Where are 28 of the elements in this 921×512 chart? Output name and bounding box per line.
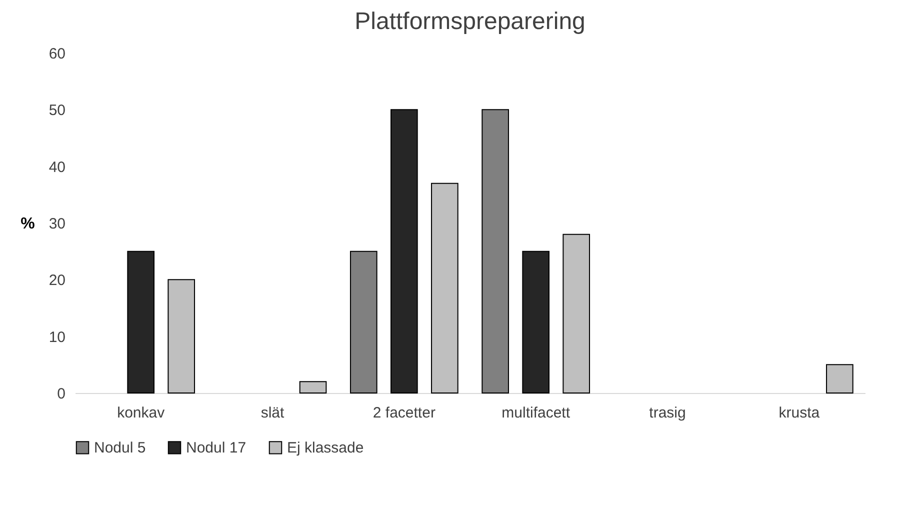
bar: [350, 250, 378, 394]
bar: [826, 364, 854, 394]
x-tick-label: slät: [260, 404, 286, 422]
y-tick-label: 50: [48, 102, 66, 120]
bar: [299, 381, 327, 394]
bar: [482, 109, 509, 394]
legend-label: Ej klassade: [287, 440, 364, 457]
bar: [168, 279, 196, 394]
bar: [127, 250, 154, 394]
x-tick-label: 2 facetter: [372, 404, 436, 422]
legend-label: Nodul 5: [94, 440, 146, 457]
y-tick-label: 20: [48, 272, 66, 290]
bar: [562, 234, 590, 394]
bar: [431, 182, 458, 394]
x-tick-label: krusta: [778, 404, 820, 422]
y-tick-label: 60: [48, 46, 66, 62]
x-tick-label: multifacett: [502, 404, 571, 422]
y-tick-label: 30: [48, 216, 66, 232]
y-axis-title: %: [20, 216, 35, 232]
y-tick-label: 0: [57, 386, 66, 402]
y-tick-label: 10: [48, 328, 66, 346]
chart-title: Plattformspreparering: [354, 8, 586, 35]
bar: [390, 109, 418, 394]
bar: [522, 250, 550, 394]
x-tick-label: trasig: [649, 404, 686, 422]
x-tick-label: konkav: [117, 404, 166, 422]
legend-label: Nodul 17: [186, 440, 246, 457]
y-tick-label: 40: [48, 158, 66, 176]
